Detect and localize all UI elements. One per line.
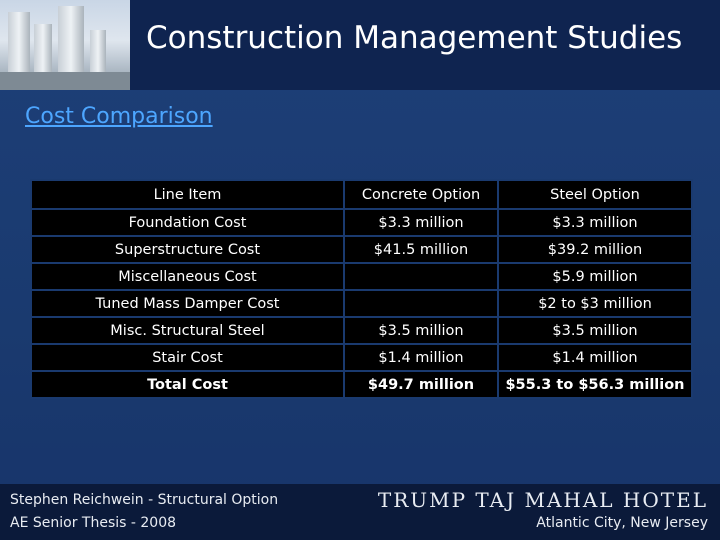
- table-row: Superstructure Cost $41.5 million $39.2 …: [30, 235, 693, 264]
- concrete-cell: [343, 262, 499, 291]
- footer-project: Trump Taj Mahal Hotel: [377, 488, 708, 512]
- cost-table: Line Item Concrete Option Steel Option F…: [30, 179, 693, 399]
- footer-author: Stephen Reichwein - Structural Option: [10, 492, 279, 508]
- table-row: Tuned Mass Damper Cost $2 to $3 million: [30, 289, 693, 318]
- column-header: Line Item: [30, 179, 345, 210]
- header-bar: Construction Management Studies: [0, 0, 720, 90]
- table-row: Stair Cost $1.4 million $1.4 million: [30, 343, 693, 372]
- concrete-cell: $41.5 million: [343, 235, 499, 264]
- line-item-cell: Tuned Mass Damper Cost: [30, 289, 345, 318]
- concrete-cell: $1.4 million: [343, 343, 499, 372]
- table-header-row: Line Item Concrete Option Steel Option: [30, 179, 693, 210]
- line-item-cell: Stair Cost: [30, 343, 345, 372]
- steel-cell: $39.2 million: [497, 235, 693, 264]
- total-row: Total Cost $49.7 million $55.3 to $56.3 …: [30, 370, 693, 399]
- footer-bar: [0, 484, 720, 540]
- steel-cell: $2 to $3 million: [497, 289, 693, 318]
- table-row: Misc. Structural Steel $3.5 million $3.5…: [30, 316, 693, 345]
- section-subtitle: Cost Comparison: [25, 104, 213, 129]
- hotel-photo: [0, 0, 130, 90]
- steel-cell: $3.3 million: [497, 208, 693, 237]
- steel-cell: $5.9 million: [497, 262, 693, 291]
- page-title: Construction Management Studies: [146, 20, 683, 56]
- table-row: Foundation Cost $3.3 million $3.3 millio…: [30, 208, 693, 237]
- line-item-cell: Foundation Cost: [30, 208, 345, 237]
- concrete-cell: [343, 289, 499, 318]
- concrete-cell: $3.5 million: [343, 316, 499, 345]
- steel-cell: $1.4 million: [497, 343, 693, 372]
- line-item-cell: Total Cost: [30, 370, 345, 399]
- table-row: Miscellaneous Cost $5.9 million: [30, 262, 693, 291]
- footer-thesis: AE Senior Thesis - 2008: [10, 515, 177, 531]
- concrete-cell: $3.3 million: [343, 208, 499, 237]
- concrete-cell: $49.7 million: [343, 370, 499, 399]
- column-header: Steel Option: [497, 179, 693, 210]
- line-item-cell: Superstructure Cost: [30, 235, 345, 264]
- line-item-cell: Misc. Structural Steel: [30, 316, 345, 345]
- footer-location: Atlantic City, New Jersey: [536, 515, 708, 531]
- line-item-cell: Miscellaneous Cost: [30, 262, 345, 291]
- steel-cell: $55.3 to $56.3 million: [497, 370, 693, 399]
- column-header: Concrete Option: [343, 179, 499, 210]
- steel-cell: $3.5 million: [497, 316, 693, 345]
